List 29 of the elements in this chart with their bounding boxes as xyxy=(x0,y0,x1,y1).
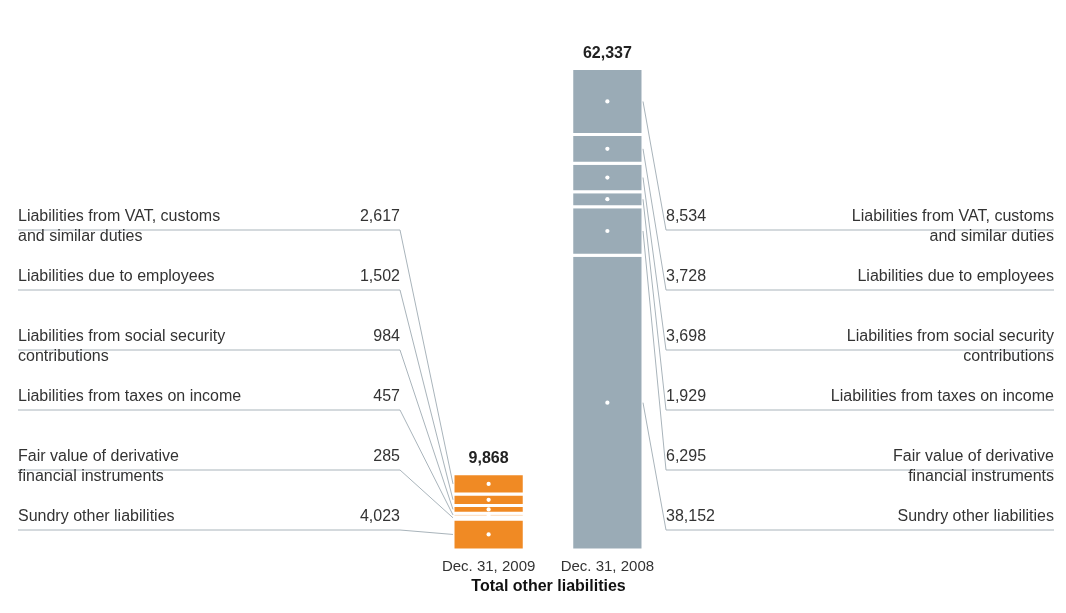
data-label: 3,698 xyxy=(666,327,707,344)
x-tick-label: Dec. 31, 2008 xyxy=(560,556,655,574)
x-axis-title: Total other liabilities xyxy=(471,576,626,594)
total-label: 62,337 xyxy=(582,43,632,61)
text: Liabilities from taxes on income xyxy=(18,387,242,404)
data-label: 3,728 xyxy=(666,267,707,284)
total-label: 9,868 xyxy=(468,448,509,466)
text: Sundry other liabilities xyxy=(897,507,1054,524)
data-label: 1,502 xyxy=(359,267,401,284)
text: Liabilities from social security contributions xyxy=(18,327,226,364)
text: Liabilities due to employees xyxy=(18,267,215,284)
data-label: 285 xyxy=(373,447,401,464)
text: Sundry other liabilities xyxy=(18,507,175,524)
text: Fair value of derivative financial instruments xyxy=(893,447,1054,484)
data-label: 2,617 xyxy=(359,207,401,224)
text: Liabilities from VAT, customs and similar duties xyxy=(18,207,221,244)
data-label: 457 xyxy=(373,387,401,404)
data-label: 4,023 xyxy=(359,507,401,524)
text: Liabilities from taxes on income xyxy=(830,387,1054,404)
data-label: 6,295 xyxy=(666,447,707,464)
text: Liabilities from social security contributions xyxy=(846,327,1054,364)
data-label: 38,152 xyxy=(666,507,716,524)
x-tick-label: Dec. 31, 2009 xyxy=(441,556,536,574)
text: Liabilities due to employees xyxy=(857,267,1054,284)
data-label: 984 xyxy=(373,327,401,344)
data-label: 1,929 xyxy=(666,387,707,404)
text: Fair value of derivative financial instruments xyxy=(18,447,180,484)
data-label: 8,534 xyxy=(666,207,707,224)
text: Liabilities from VAT, customs and similar duties xyxy=(851,207,1054,244)
